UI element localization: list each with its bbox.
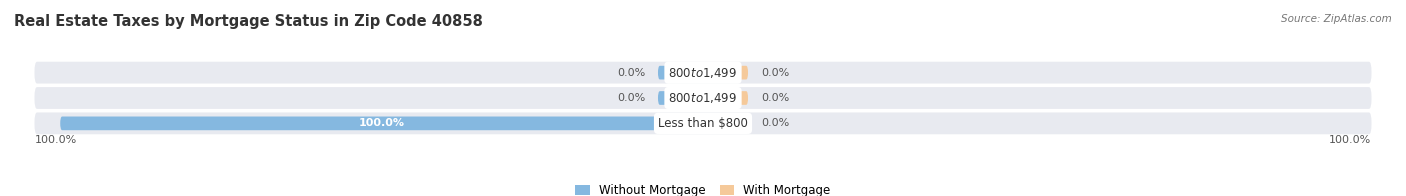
FancyBboxPatch shape	[60, 116, 703, 130]
FancyBboxPatch shape	[35, 113, 1371, 134]
Text: $800 to $1,499: $800 to $1,499	[668, 91, 738, 105]
FancyBboxPatch shape	[35, 62, 1371, 83]
FancyBboxPatch shape	[703, 116, 748, 130]
FancyBboxPatch shape	[703, 91, 748, 105]
Text: 100.0%: 100.0%	[1329, 135, 1371, 145]
Text: Real Estate Taxes by Mortgage Status in Zip Code 40858: Real Estate Taxes by Mortgage Status in …	[14, 14, 482, 29]
FancyBboxPatch shape	[658, 66, 703, 80]
Text: Less than $800: Less than $800	[658, 117, 748, 130]
Text: Source: ZipAtlas.com: Source: ZipAtlas.com	[1281, 14, 1392, 24]
FancyBboxPatch shape	[658, 91, 703, 105]
Text: $800 to $1,499: $800 to $1,499	[668, 66, 738, 80]
Text: 0.0%: 0.0%	[761, 68, 789, 78]
Text: 0.0%: 0.0%	[617, 68, 645, 78]
Text: 0.0%: 0.0%	[761, 93, 789, 103]
FancyBboxPatch shape	[703, 66, 748, 80]
FancyBboxPatch shape	[35, 87, 1371, 109]
Text: 0.0%: 0.0%	[617, 93, 645, 103]
Text: 100.0%: 100.0%	[359, 118, 405, 128]
Text: 0.0%: 0.0%	[761, 118, 789, 128]
Legend: Without Mortgage, With Mortgage: Without Mortgage, With Mortgage	[575, 184, 831, 196]
Text: 100.0%: 100.0%	[35, 135, 77, 145]
